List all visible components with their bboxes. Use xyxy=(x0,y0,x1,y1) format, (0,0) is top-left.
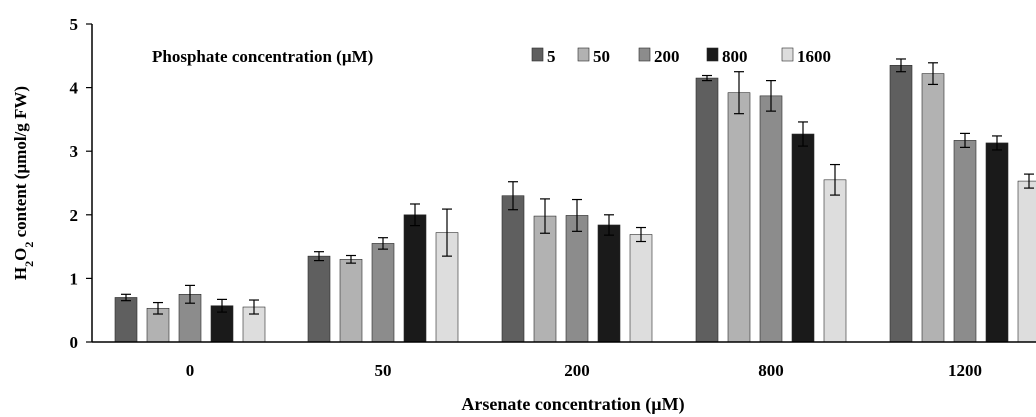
y-axis-ticks: 0 1 2 3 4 5 xyxy=(70,15,92,352)
bar xyxy=(371,243,395,343)
bar xyxy=(114,297,138,343)
x-tick-label: 0 xyxy=(186,361,195,380)
x-tick-label: 1200 xyxy=(948,361,982,380)
y-label-text: H xyxy=(11,267,30,280)
bar xyxy=(727,92,751,343)
x-tick-label: 50 xyxy=(375,361,392,380)
y-tick-label: 0 xyxy=(70,333,79,352)
legend-swatch xyxy=(638,47,651,62)
legend-swatch xyxy=(531,47,544,62)
y-tick-label: 1 xyxy=(70,269,79,288)
x-tick-label: 800 xyxy=(758,361,784,380)
legend-label: 200 xyxy=(654,47,680,66)
plot-area xyxy=(114,58,1036,343)
y-label-text: O xyxy=(11,248,30,261)
bar xyxy=(921,73,945,343)
bar xyxy=(307,255,331,343)
bar xyxy=(501,195,525,343)
legend-title: Phosphate concentration (µM) xyxy=(152,47,373,66)
bar xyxy=(759,95,783,343)
y-tick-label: 5 xyxy=(70,15,79,34)
y-tick-label: 3 xyxy=(70,142,79,161)
bar xyxy=(597,224,621,343)
y-tick-label: 2 xyxy=(70,206,79,225)
bar xyxy=(339,259,363,343)
legend-label: 50 xyxy=(593,47,610,66)
x-axis-label: Arsenate concentration (µM) xyxy=(461,394,684,415)
y-axis-label: H2O2 content (µmol/g FW) xyxy=(11,86,36,280)
bar xyxy=(629,234,653,343)
legend-label: 1600 xyxy=(797,47,831,66)
bar xyxy=(403,214,427,343)
bar xyxy=(985,142,1009,343)
bar xyxy=(889,65,913,343)
bar xyxy=(791,133,815,343)
series-5 xyxy=(114,58,913,343)
y-label-text: content (µmol/g FW) xyxy=(11,86,30,242)
y-tick-label: 4 xyxy=(70,79,79,98)
y-label-subscript: 2 xyxy=(22,242,36,248)
legend-swatch xyxy=(706,47,719,62)
bar xyxy=(953,140,977,343)
series-800 xyxy=(210,121,1009,343)
series-1600 xyxy=(242,163,1036,343)
x-axis-ticks: 0 50 200 800 1200 xyxy=(186,361,982,380)
bar xyxy=(533,215,557,343)
bar xyxy=(1017,180,1036,343)
legend-label: 800 xyxy=(722,47,748,66)
bar xyxy=(695,77,719,343)
bar xyxy=(565,215,589,343)
legend-label: 5 xyxy=(547,47,556,66)
series-200 xyxy=(178,80,977,343)
legend-swatch xyxy=(577,47,590,62)
legend-swatch xyxy=(781,47,794,62)
bar xyxy=(823,179,847,343)
legend: Phosphate concentration (µM) 5 50 200 800 16… xyxy=(152,47,831,66)
series-50 xyxy=(146,62,945,343)
y-label-subscript: 2 xyxy=(22,261,36,267)
x-tick-label: 200 xyxy=(564,361,590,380)
